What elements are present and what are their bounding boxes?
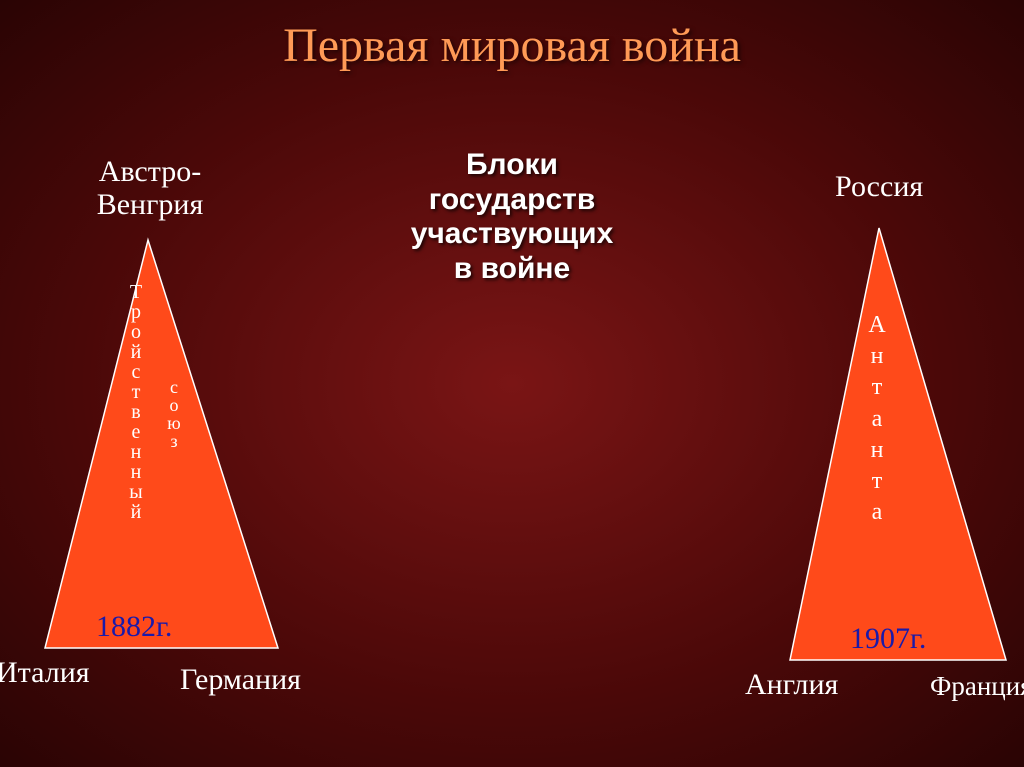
right-vertical-main: Антанта bbox=[866, 310, 888, 528]
right-top-label: Россия bbox=[835, 170, 923, 203]
right-bottom-left-label: Англия bbox=[745, 668, 838, 701]
right-year: 1907г. bbox=[850, 622, 926, 656]
right-bottom-right-label: Франция bbox=[930, 672, 1024, 702]
